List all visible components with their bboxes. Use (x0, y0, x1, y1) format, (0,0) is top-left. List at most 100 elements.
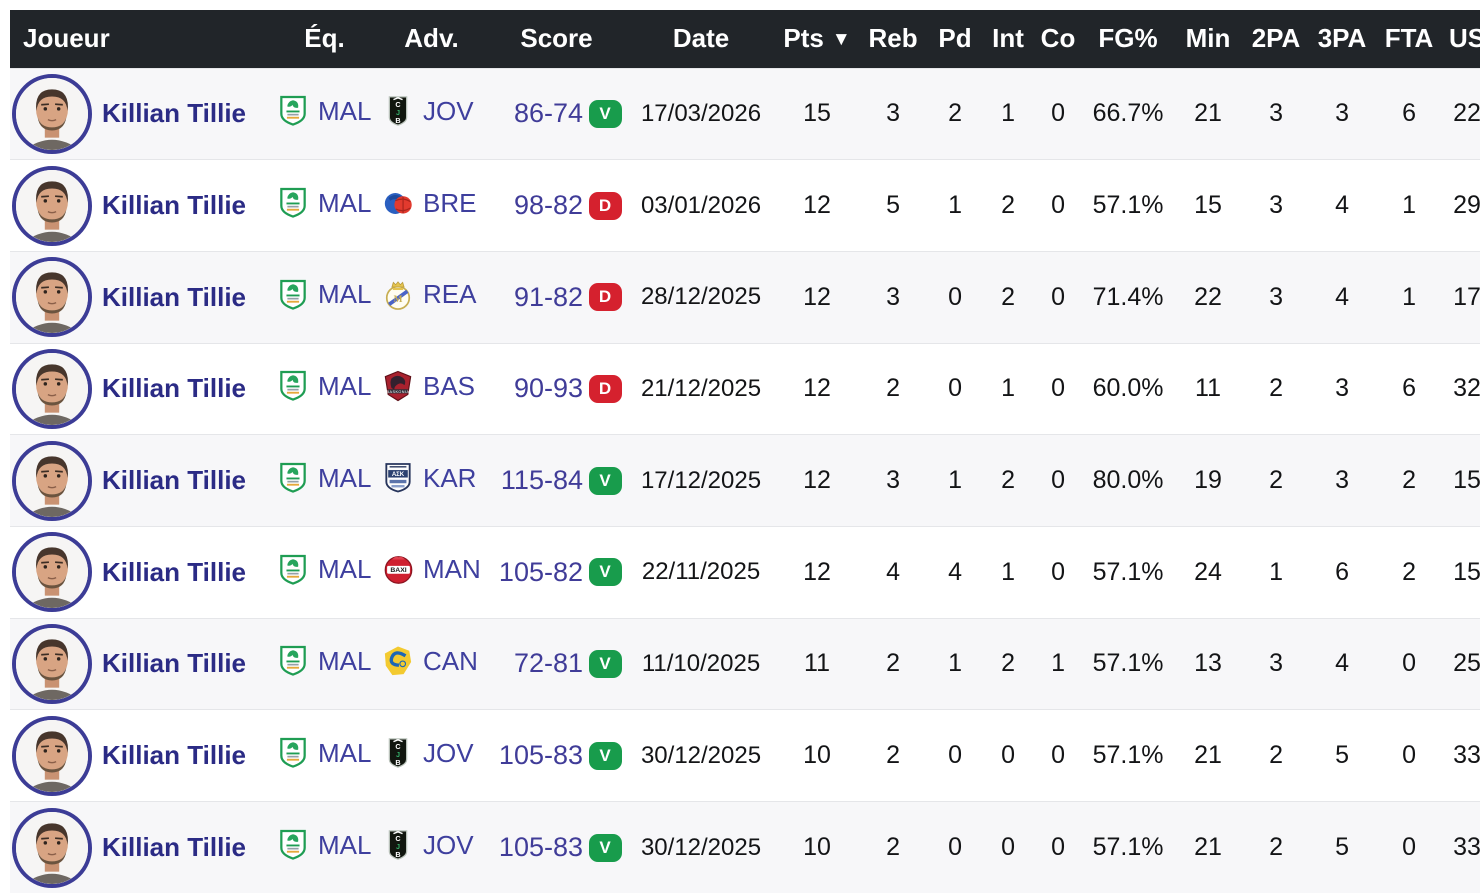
game-date: 11/10/2025 (641, 649, 761, 677)
score-link[interactable]: 98-82 (513, 190, 583, 221)
team-link[interactable]: MAL (277, 279, 371, 311)
player-name-link[interactable]: Killian Tillie (102, 740, 247, 771)
player-avatar[interactable] (12, 807, 92, 888)
score-link[interactable]: 90-93 (513, 373, 583, 404)
svg-text:B: B (395, 116, 400, 125)
stat-pts: 11 (804, 649, 830, 678)
stat-int: 0 (1001, 833, 1015, 862)
stat-fta: 0 (1402, 741, 1416, 770)
stat-min: 22 (1194, 282, 1222, 311)
stat-reb: 2 (886, 741, 900, 770)
score-link[interactable]: 91-82 (513, 281, 583, 312)
col-header-int[interactable]: Int (983, 10, 1034, 68)
col-header-2pa[interactable]: 2PA (1243, 10, 1310, 68)
team-link[interactable]: MAL (277, 829, 371, 861)
opponent-link[interactable]: BASKONIA BAS (382, 370, 475, 402)
stat-fg: 66.7% (1092, 99, 1164, 128)
player-avatar[interactable] (12, 73, 92, 154)
col-header-adv[interactable]: Adv. (377, 10, 486, 68)
player-name-link[interactable]: Killian Tillie (102, 373, 247, 404)
col-header-reb[interactable]: Reb (859, 10, 928, 68)
result-badge: D (588, 191, 622, 220)
score-link[interactable]: 72-81 (513, 648, 583, 679)
svg-text:C: C (395, 834, 401, 843)
player-name-link[interactable]: Killian Tillie (102, 281, 247, 312)
opponent-link[interactable]: BRE (382, 188, 476, 219)
opponent-link[interactable]: C J B JOV (382, 95, 474, 127)
team-link[interactable]: MAL (277, 370, 371, 402)
team-link[interactable]: MAL (277, 187, 371, 219)
player-avatar[interactable] (12, 165, 92, 246)
player-photo (16, 627, 88, 700)
stat-fta: 1 (1402, 282, 1416, 311)
player-name-link[interactable]: Killian Tillie (102, 98, 247, 129)
opponent-link[interactable]: C J B JOV (382, 829, 474, 861)
opponent-link[interactable]: CAN (382, 645, 478, 677)
player-name-link[interactable]: Killian Tillie (102, 465, 247, 496)
player-name-link[interactable]: Killian Tillie (102, 832, 247, 863)
stat-co: 0 (1051, 374, 1065, 403)
col-header-us[interactable]: US (1443, 10, 1480, 68)
result-badge: V (588, 741, 622, 770)
stat-min: 24 (1194, 557, 1222, 586)
player-avatar[interactable] (12, 715, 92, 796)
player-name-link[interactable]: Killian Tillie (102, 556, 247, 587)
stat-fg: 57.1% (1092, 833, 1164, 862)
stat-co: 0 (1051, 191, 1065, 220)
team-link[interactable]: MAL (277, 737, 371, 769)
player-avatar[interactable] (12, 440, 92, 521)
player-name-link[interactable]: Killian Tillie (102, 648, 247, 679)
score-link[interactable]: 86-74 (513, 98, 583, 129)
col-header-joueur[interactable]: Joueur (10, 10, 272, 68)
svg-text:B: B (395, 850, 400, 859)
score-link[interactable]: 115-84 (500, 465, 583, 496)
team-link[interactable]: MAL (277, 645, 371, 677)
col-header-co[interactable]: Co (1033, 10, 1084, 68)
col-header-pd[interactable]: Pd (927, 10, 984, 68)
stat-fg: 80.0% (1092, 466, 1164, 495)
player-avatar[interactable] (12, 623, 92, 704)
stat-3pa: 5 (1335, 833, 1349, 862)
opponent-link[interactable]: ΑΣΚ KAR (382, 462, 476, 494)
player-photo (16, 719, 88, 792)
col-header-date[interactable]: Date (627, 10, 776, 68)
col-header-pts[interactable]: Pts ▼ (775, 10, 860, 68)
stat-fta: 6 (1402, 374, 1416, 403)
stat-fta: 2 (1402, 557, 1416, 586)
score-link[interactable]: 105-82 (498, 556, 583, 587)
col-header-score[interactable]: Score (486, 10, 628, 68)
opponent-link[interactable]: C J B JOV (382, 737, 474, 769)
score-link[interactable]: 105-83 (498, 740, 583, 771)
player-avatar[interactable] (12, 257, 92, 338)
result-badge: V (588, 649, 622, 678)
col-header-min[interactable]: Min (1173, 10, 1244, 68)
team-link[interactable]: MAL (277, 95, 371, 127)
player-avatar[interactable] (12, 532, 92, 613)
stat-reb: 3 (886, 282, 900, 311)
team-link[interactable]: MAL (277, 462, 371, 494)
opponent-link[interactable]: M REA (382, 279, 476, 311)
sort-desc-icon: ▼ (831, 29, 851, 51)
stat-co: 0 (1051, 99, 1065, 128)
stat-pts: 10 (803, 741, 831, 770)
col-header-3pa[interactable]: 3PA (1309, 10, 1376, 68)
result-badge: V (588, 833, 622, 862)
player-avatar[interactable] (12, 348, 92, 429)
player-name-link[interactable]: Killian Tillie (102, 190, 247, 221)
stat-us: 15 (1453, 557, 1480, 586)
stat-min: 11 (1195, 374, 1221, 403)
unicaja-shield-logo (277, 370, 309, 402)
stat-co: 0 (1051, 557, 1065, 586)
col-header-eq[interactable]: Éq. (272, 10, 377, 68)
stat-us: 22 (1453, 99, 1480, 128)
col-header-fg[interactable]: FG% (1083, 10, 1174, 68)
team-link[interactable]: MAL (277, 554, 371, 586)
stat-int: 2 (1001, 649, 1015, 678)
opponent-link[interactable]: BAXI MAN (382, 554, 481, 585)
col-header-fta[interactable]: FTA (1375, 10, 1444, 68)
stat-fg: 57.1% (1092, 557, 1164, 586)
svg-text:C: C (395, 100, 401, 109)
score-link[interactable]: 105-83 (498, 832, 583, 863)
stat-2pa: 3 (1269, 191, 1283, 220)
